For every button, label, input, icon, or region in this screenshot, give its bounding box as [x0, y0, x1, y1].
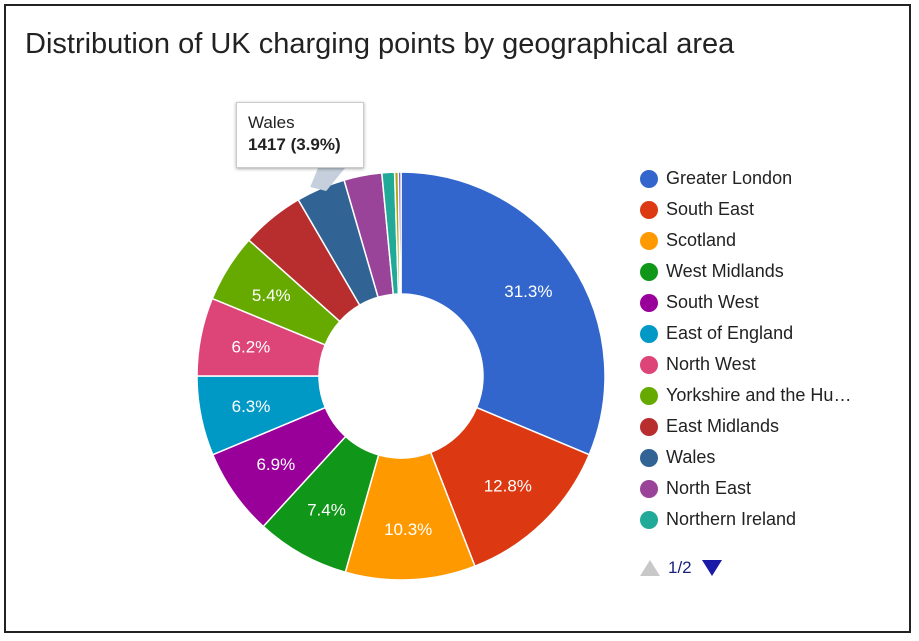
legend-item[interactable]: South West	[636, 290, 896, 321]
legend-label: East Midlands	[666, 416, 780, 436]
legend-swatch	[640, 449, 658, 467]
legend-swatch	[640, 294, 658, 312]
legend-item[interactable]: Wales	[636, 445, 896, 476]
chart-title: Distribution of UK charging points by ge…	[25, 28, 735, 60]
legend-page-text: 1/2	[668, 558, 692, 577]
legend-item[interactable]: South East	[636, 197, 896, 228]
slice-label: 31.3%	[504, 282, 552, 301]
legend-label: Greater London	[666, 168, 793, 188]
slice-label: 5.4%	[252, 286, 291, 305]
legend-swatch	[640, 170, 658, 188]
legend-swatch	[640, 356, 658, 374]
slice-label: 6.2%	[232, 337, 271, 356]
legend-swatch	[640, 387, 658, 405]
tooltip-value-line: 1417 (3.9%)	[248, 134, 363, 156]
legend-swatch	[640, 201, 658, 219]
slice-label: 12.8%	[484, 477, 532, 496]
tooltip-pointer	[310, 168, 345, 192]
legend-item[interactable]: East of England	[636, 321, 896, 352]
legend-item[interactable]: Scotland	[636, 228, 896, 259]
legend-swatch	[640, 511, 658, 529]
legend-item[interactable]: North West	[636, 352, 896, 383]
legend-pager: 1/2	[640, 558, 722, 578]
pie-slice[interactable]	[400, 171, 606, 456]
legend-label: North East	[666, 478, 752, 498]
legend-item[interactable]: Yorkshire and the Hu…	[636, 383, 896, 414]
legend-label: Northern Ireland	[666, 509, 797, 529]
legend-label: North West	[666, 354, 756, 374]
legend-swatch	[640, 480, 658, 498]
pie-slice[interactable]	[429, 406, 591, 568]
legend-label: South West	[666, 292, 759, 312]
slice-label: 6.9%	[256, 455, 295, 474]
legend-label: Wales	[666, 447, 716, 467]
legend: Greater London South East Scotland West Mid…	[636, 166, 896, 538]
legend-swatch	[640, 418, 658, 436]
legend-label: South East	[666, 199, 755, 219]
legend-swatch	[640, 325, 658, 343]
slice-label: 10.3%	[384, 520, 432, 539]
tooltip-value: 1417	[248, 135, 286, 154]
legend-item[interactable]: East Midlands	[636, 414, 896, 445]
legend-item[interactable]: Northern Ireland	[636, 507, 896, 538]
legend-swatch	[640, 263, 658, 281]
triangle-up-icon[interactable]	[640, 560, 660, 576]
legend-swatch	[640, 232, 658, 250]
legend-label: West Midlands	[666, 261, 784, 281]
tooltip-percent: (3.9%)	[290, 135, 341, 154]
legend-label: Yorkshire and the Hu…	[666, 385, 852, 405]
tooltip-name: Wales	[248, 113, 295, 132]
triangle-down-icon[interactable]	[701, 560, 722, 576]
tooltip: Wales 1417 (3.9%)	[236, 102, 364, 168]
slice-label: 6.3%	[232, 397, 271, 416]
legend-label: Scotland	[666, 230, 737, 250]
pie-slice[interactable]	[397, 171, 402, 295]
slice-label: 7.4%	[307, 501, 346, 520]
legend-item[interactable]: North East	[636, 476, 896, 507]
legend-item[interactable]: West Midlands	[636, 259, 896, 290]
legend-label: East of England	[666, 323, 794, 343]
legend-item[interactable]: Greater London	[636, 166, 896, 197]
